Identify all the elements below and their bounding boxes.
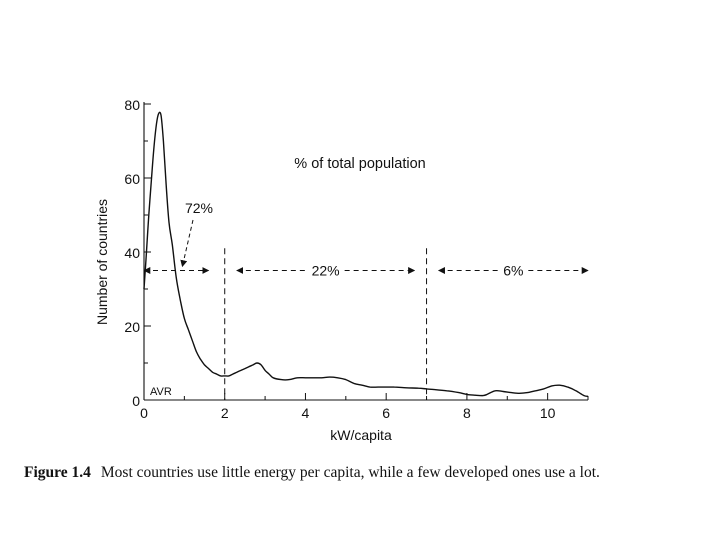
population-arrows: 72% 22% 6% bbox=[143, 200, 589, 279]
axes: 0 20 40 60 80 0 2 4 6 8 10 bbox=[124, 97, 589, 421]
x-tick-label: 0 bbox=[140, 405, 148, 421]
label-high: 6% bbox=[503, 263, 523, 279]
label-mid: 22% bbox=[312, 263, 340, 279]
y-tick-label: 20 bbox=[124, 319, 140, 335]
x-tick-label: 2 bbox=[221, 405, 229, 421]
x-tick-label: 4 bbox=[302, 405, 310, 421]
y-tick-label: 60 bbox=[124, 171, 140, 187]
caption-label: Figure 1.4 bbox=[24, 464, 91, 481]
labels: kW/capita Number of countries % of total p… bbox=[94, 156, 426, 443]
series-line-countries bbox=[143, 111, 589, 397]
series-group bbox=[143, 111, 589, 397]
x-tick-label: 8 bbox=[463, 405, 471, 421]
chart-title: % of total population bbox=[294, 156, 425, 172]
y-tick-label: 80 bbox=[124, 97, 140, 113]
figure-caption: Figure 1.4 Most countries use little ener… bbox=[24, 462, 684, 484]
energy-distribution-chart: 0 20 40 60 80 0 2 4 6 8 10 72% 22% 6% kW/capita Numbe… bbox=[94, 97, 589, 443]
y-tick-label: 40 bbox=[124, 245, 140, 261]
dividers bbox=[224, 248, 428, 400]
x-tick-label: 10 bbox=[540, 405, 556, 421]
y-axis-label: Number of countries bbox=[94, 199, 110, 325]
x-tick-label: 6 bbox=[382, 405, 390, 421]
y-tick-label: 0 bbox=[132, 393, 140, 409]
pointer-low bbox=[180, 219, 194, 268]
label-low: 72% bbox=[185, 200, 213, 216]
caption-text: Most countries use little energy per cap… bbox=[100, 464, 600, 481]
x-axis-label: kW/capita bbox=[330, 427, 392, 443]
avr-label: AVR bbox=[150, 386, 172, 398]
